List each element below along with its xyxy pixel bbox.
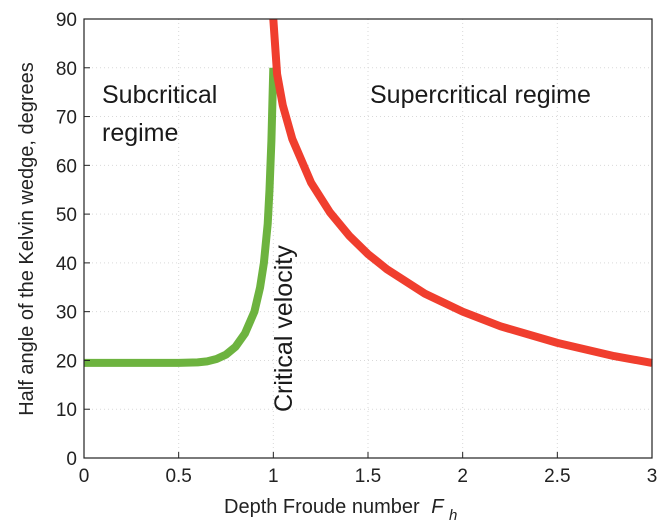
x-tick-label: 1 — [268, 466, 279, 487]
supercritical-label: Supercritical regime — [370, 81, 591, 109]
y-tick-label: 0 — [66, 449, 77, 470]
subcritical-label-line1: Subcritical — [102, 81, 217, 109]
y-tick-label: 70 — [56, 108, 77, 129]
x-axis-label-subscript: h — [449, 507, 457, 524]
x-tick-label: 1.5 — [355, 466, 381, 487]
x-axis-label-symbol: F — [431, 496, 445, 518]
critical-velocity-label: Critical velocity — [270, 245, 298, 412]
x-tick-label: 3 — [647, 466, 658, 487]
y-tick-label: 20 — [56, 351, 77, 372]
x-tick-label: 0.5 — [165, 466, 191, 487]
x-tick-label: 2 — [457, 466, 468, 487]
y-tick-label: 90 — [56, 10, 77, 31]
x-tick-label: 2.5 — [544, 466, 570, 487]
x-axis-label-text: Depth Froude number — [224, 496, 420, 518]
y-tick-label: 50 — [56, 205, 77, 226]
y-tick-label: 60 — [56, 156, 77, 177]
y-tick-label: 80 — [56, 59, 77, 80]
x-tick-label: 0 — [79, 466, 90, 487]
series-lines — [84, 18, 653, 367]
y-axis-label: Half angle of the Kelvin wedge, degrees — [16, 62, 38, 416]
y-tick-label: 30 — [56, 303, 77, 324]
x-axis-label: Depth Froude number F h — [224, 496, 457, 524]
y-tick-label: 10 — [56, 400, 77, 421]
subcritical-curve — [84, 67, 278, 367]
y-tick-label: 40 — [56, 254, 77, 275]
supercritical-curve — [269, 18, 653, 367]
subcritical-label-line2: regime — [102, 119, 178, 147]
